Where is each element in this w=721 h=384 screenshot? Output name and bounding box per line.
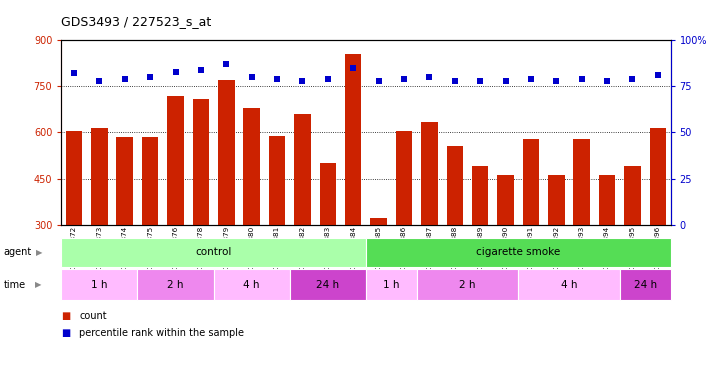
Bar [167,96,184,225]
Bar [371,218,387,225]
Text: GDS3493 / 227523_s_at: GDS3493 / 227523_s_at [61,15,211,28]
Bar [446,146,463,225]
Text: 4 h: 4 h [561,280,578,290]
Bar [417,269,518,300]
Point [348,65,359,71]
Bar [518,269,620,300]
Point [246,74,257,80]
Bar [117,137,133,225]
Text: ▶: ▶ [35,280,41,289]
Text: 2 h: 2 h [459,280,476,290]
Bar [650,128,666,225]
Text: control: control [195,247,231,258]
Bar [366,238,671,267]
Bar [193,99,209,225]
Bar [548,175,565,225]
Bar [421,122,438,225]
Point [601,78,613,84]
Point [296,78,308,84]
Text: 4 h: 4 h [244,280,260,290]
Bar [244,108,260,225]
Bar [573,139,590,225]
Point [500,78,511,84]
Text: 1 h: 1 h [383,280,399,290]
Bar [218,80,234,225]
Bar [290,269,366,300]
Bar [66,131,82,225]
Point [195,67,207,73]
Bar [213,269,290,300]
Point [474,78,486,84]
Point [373,78,384,84]
Bar [599,175,615,225]
Point [576,76,588,82]
Bar [366,269,417,300]
Text: time: time [4,280,26,290]
Bar [497,175,514,225]
Bar [345,54,361,225]
Point [627,76,638,82]
Point [271,76,283,82]
Bar [624,166,641,225]
Point [169,69,181,75]
Point [652,72,663,78]
Bar [523,139,539,225]
Text: percentile rank within the sample: percentile rank within the sample [79,328,244,338]
Text: ▶: ▶ [36,248,43,257]
Bar [269,136,286,225]
Text: 1 h: 1 h [91,280,107,290]
Point [322,76,334,82]
Text: agent: agent [4,247,32,258]
Text: 24 h: 24 h [317,280,340,290]
Bar [61,238,366,267]
Text: 24 h: 24 h [634,280,657,290]
Bar [61,269,138,300]
Bar [620,269,671,300]
Point [68,70,80,76]
Point [221,61,232,67]
Bar [294,114,311,225]
Point [424,74,435,80]
Bar [319,163,336,225]
Point [398,76,410,82]
Bar [396,131,412,225]
Bar [138,269,213,300]
Text: cigarette smoke: cigarette smoke [476,247,560,258]
Text: 2 h: 2 h [167,280,184,290]
Bar [142,137,159,225]
Point [94,78,105,84]
Point [144,74,156,80]
Point [119,76,131,82]
Point [551,78,562,84]
Text: ■: ■ [61,328,71,338]
Text: count: count [79,311,107,321]
Bar [91,128,107,225]
Text: ■: ■ [61,311,71,321]
Point [449,78,461,84]
Bar [472,166,488,225]
Point [525,76,536,82]
